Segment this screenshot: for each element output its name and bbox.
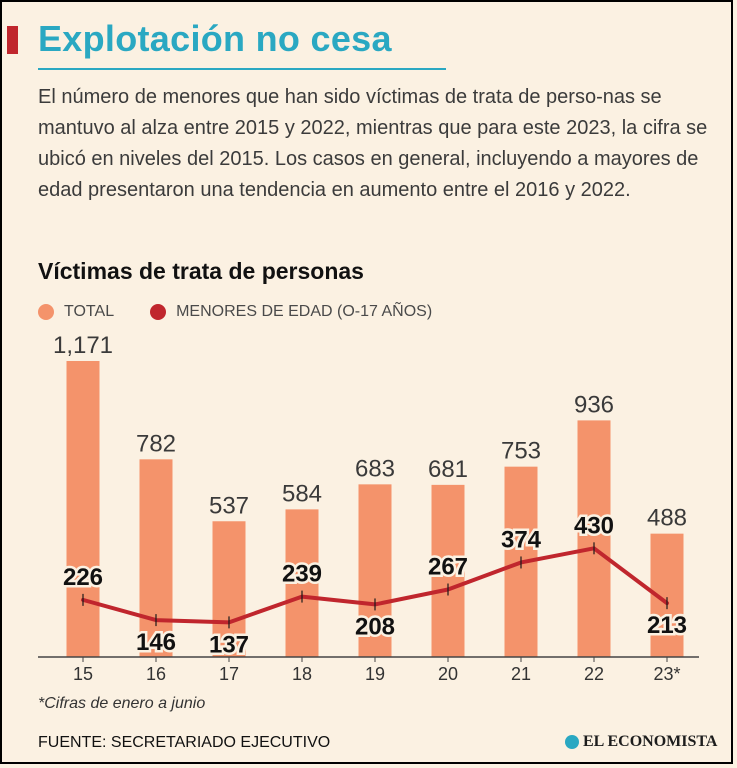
brand-logo: EL ECONOMISTA: [565, 733, 717, 751]
x-tick-label: 23*: [653, 664, 680, 684]
menores-value-label: 374: [501, 526, 542, 553]
chart-title: Víctimas de trata de personas: [38, 258, 364, 284]
menores-value-label: 267: [428, 554, 468, 581]
bar-value-label: 584: [282, 480, 322, 507]
x-tick-label: 20: [438, 664, 458, 684]
headline-underline: [38, 68, 446, 70]
bar-total-16: [139, 459, 173, 657]
x-tick-label: 15: [73, 664, 93, 684]
headline: Explotación no cesa: [38, 18, 392, 59]
bar-total-22: [577, 420, 611, 657]
bar-total-18: [285, 509, 319, 657]
bar-line-chart: 1,171 782 537 584 683 681 753 936 488 15 16 17 18 19 2…: [38, 332, 699, 684]
brand-name: EL ECONOMISTA: [583, 733, 718, 750]
bar-value-label: 683: [355, 455, 395, 482]
legend: TOTAL MENORES DE EDAD (O-17 AÑOS): [38, 300, 432, 324]
x-tick-label: 19: [365, 664, 385, 684]
source-credit: FUENTE: SECRETARIADO EJECUTIVO: [38, 734, 331, 751]
legend-total-label: TOTAL: [64, 303, 115, 320]
bar-total-15: [66, 361, 100, 657]
menores-value-label: 146: [136, 629, 176, 656]
x-tick-label: 17: [219, 664, 239, 684]
bar-value-label: 753: [501, 438, 541, 465]
legend-menores-swatch: [150, 304, 167, 320]
menores-value-label: 213: [647, 612, 687, 639]
x-tick-label: 22: [584, 664, 604, 684]
menores-value-label: 430: [574, 512, 614, 539]
legend-total-swatch: [38, 304, 54, 320]
bar-value-label: 782: [136, 430, 176, 457]
bar-total-20: [431, 484, 465, 657]
bar-value-label: 488: [647, 505, 687, 532]
title-accent-bar: [7, 26, 18, 54]
bar-total-17: [212, 521, 246, 657]
bar-value-label: 537: [209, 492, 249, 519]
bar-total-19: [358, 484, 392, 657]
menores-value-label: 208: [355, 613, 395, 640]
brand-icon: [565, 735, 579, 749]
legend-menores-label: MENORES DE EDAD (O-17 AÑOS): [176, 303, 433, 320]
menores-value-label: 226: [63, 564, 103, 591]
bar-value-label: 681: [428, 456, 468, 483]
bar-value-label: 936: [574, 391, 614, 418]
x-tick-label: 16: [146, 664, 166, 684]
bar-value-label: 1,171: [53, 332, 113, 359]
menores-value-label: 239: [282, 561, 322, 588]
x-tick-label: 21: [511, 664, 531, 684]
footnote: *Cifras de enero a junio: [38, 695, 206, 712]
menores-value-label: 137: [209, 631, 249, 658]
x-tick-label: 18: [292, 664, 312, 684]
intro-paragraph: El número de menores que han sido víctim…: [38, 86, 708, 201]
